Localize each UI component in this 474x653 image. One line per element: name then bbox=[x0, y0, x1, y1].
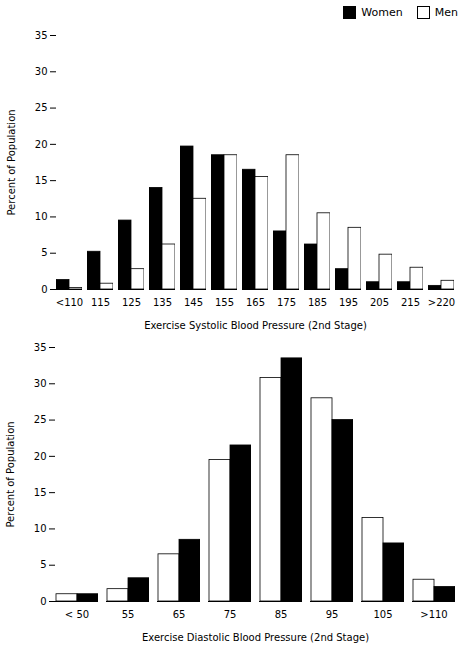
svg-text:30: 30 bbox=[35, 66, 48, 77]
svg-text:155: 155 bbox=[215, 297, 234, 308]
html-text:Men: Men bbox=[434, 6, 458, 19]
svg-text:< 50: < 50 bbox=[65, 609, 89, 620]
svg-text:195: 195 bbox=[339, 297, 358, 308]
svg-text:10: 10 bbox=[35, 211, 48, 222]
svg-text:25: 25 bbox=[34, 414, 47, 425]
svg-text:20: 20 bbox=[35, 139, 48, 150]
svg-text:145: 145 bbox=[184, 297, 203, 308]
svg-text:0: 0 bbox=[40, 596, 46, 607]
svg-text:215: 215 bbox=[401, 297, 420, 308]
svg-text:10: 10 bbox=[34, 523, 47, 534]
svg-text:15: 15 bbox=[34, 487, 47, 498]
svg-text:25: 25 bbox=[35, 102, 48, 113]
svg-text:125: 125 bbox=[122, 297, 141, 308]
svg-text:65: 65 bbox=[173, 609, 186, 620]
svg-text:>110: >110 bbox=[420, 609, 447, 620]
html-text:Women: Women bbox=[361, 6, 403, 19]
svg-text:5: 5 bbox=[41, 247, 47, 258]
svg-text:<110: <110 bbox=[56, 297, 83, 308]
svg-text:Percent of Population: Percent of Population bbox=[6, 109, 17, 215]
svg-text:Exercise Systolic Blood Pressu: Exercise Systolic Blood Pressure (2nd St… bbox=[144, 320, 367, 331]
svg-text:205: 205 bbox=[370, 297, 389, 308]
svg-text:165: 165 bbox=[246, 297, 265, 308]
svg-text:Percent of Population: Percent of Population bbox=[5, 421, 16, 527]
svg-text:30: 30 bbox=[34, 378, 47, 389]
svg-text:175: 175 bbox=[277, 297, 296, 308]
svg-text:0: 0 bbox=[41, 284, 47, 295]
svg-text:>220: >220 bbox=[428, 297, 455, 308]
svg-text:Exercise Diastolic Blood Press: Exercise Diastolic Blood Pressure (2nd S… bbox=[142, 632, 369, 643]
svg-text:95: 95 bbox=[326, 609, 339, 620]
svg-text:55: 55 bbox=[122, 609, 135, 620]
svg-text:135: 135 bbox=[153, 297, 172, 308]
svg-text:35: 35 bbox=[35, 30, 48, 41]
svg-text:185: 185 bbox=[308, 297, 327, 308]
svg-text:15: 15 bbox=[35, 175, 48, 186]
svg-text:85: 85 bbox=[275, 609, 288, 620]
svg-text:115: 115 bbox=[91, 297, 110, 308]
svg-text:105: 105 bbox=[373, 609, 392, 620]
svg-text:35: 35 bbox=[34, 342, 47, 353]
svg-text:75: 75 bbox=[224, 609, 237, 620]
svg-text:5: 5 bbox=[40, 559, 46, 570]
svg-text:20: 20 bbox=[34, 451, 47, 462]
